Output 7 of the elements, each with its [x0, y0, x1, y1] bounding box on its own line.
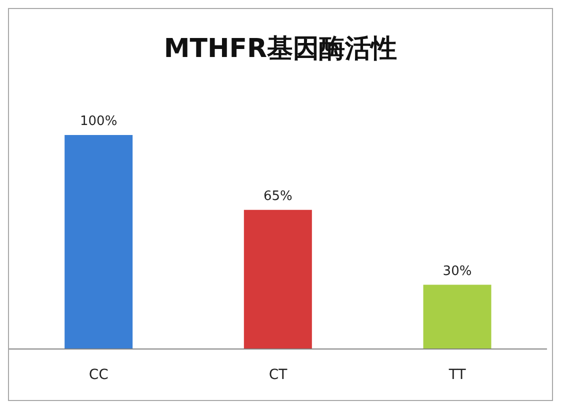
data-label: 30% [442, 264, 472, 279]
data-label: 65% [263, 188, 292, 204]
x-tick-label: TT [448, 366, 466, 383]
data-label: 100% [80, 114, 118, 129]
chart-title: MTHFR基因酶活性 [162, 33, 398, 66]
x-tick-label: CC [88, 366, 109, 383]
x-tick-label: CT [268, 366, 288, 383]
